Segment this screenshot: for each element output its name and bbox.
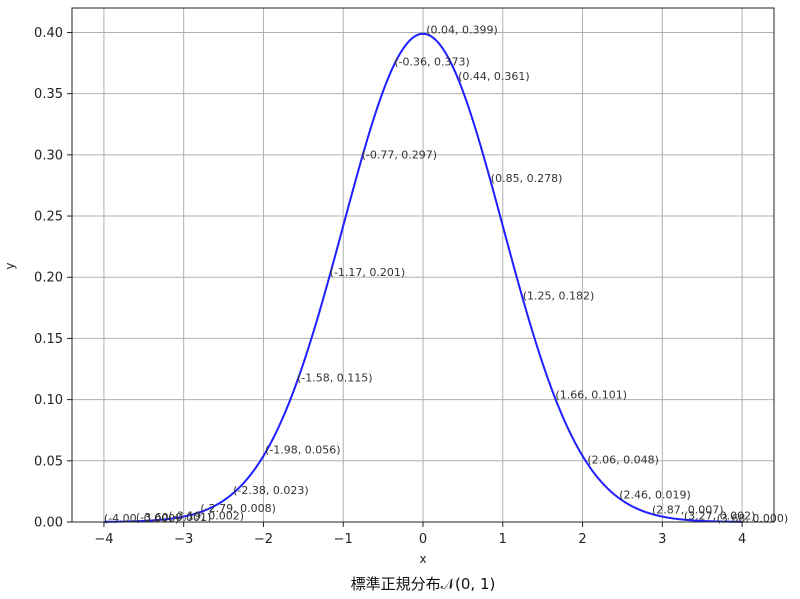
x-tick-label: −4 — [94, 532, 113, 547]
point-label: (-1.58, 0.115) — [297, 371, 373, 384]
x-axis-label: x — [419, 552, 426, 566]
y-axis-label: y — [3, 262, 17, 269]
curve-layer — [103, 32, 743, 523]
y-tick-label: 0.00 — [34, 516, 63, 531]
y-tick-label: 0.15 — [34, 332, 63, 347]
point-label: (-3.19, 0.002) — [169, 510, 245, 523]
point-label: (1.25, 0.182) — [523, 289, 595, 302]
point-label: (2.46, 0.019) — [619, 489, 691, 502]
point-label: (-3.60, 0.001) — [136, 511, 212, 524]
point-label: (-1.98, 0.056) — [265, 443, 341, 456]
x-tick-label: −1 — [334, 532, 353, 547]
grid-lines — [72, 8, 774, 523]
y-tick-label: 0.30 — [34, 148, 63, 163]
x-tick-label: 3 — [658, 532, 666, 547]
point-label: (-0.36, 0.373) — [394, 56, 470, 69]
pdf-curve — [103, 32, 743, 523]
point-label: (-2.79, 0.008) — [200, 502, 276, 515]
y-tick-label: 0.25 — [34, 210, 63, 225]
point-label: (0.85, 0.278) — [491, 172, 563, 185]
axis-ticks: −4 −3 −2 −1 0 1 2 3 4 0.00 0.05 0.10 0.15 0.20 0.25 0.3… — [34, 26, 746, 547]
x-tick-label: 2 — [578, 532, 586, 547]
point-label: (2.06, 0.048) — [587, 453, 659, 466]
x-tick-label: −2 — [254, 532, 273, 547]
point-label: (3.68, 0.000) — [717, 512, 789, 525]
y-tick-label: 0.10 — [34, 393, 63, 408]
point-label: (-1.17, 0.201) — [330, 266, 406, 279]
x-tick-label: 4 — [738, 532, 746, 547]
y-tick-label: 0.20 — [34, 271, 63, 286]
x-tick-label: 1 — [499, 532, 507, 547]
y-tick-label: 0.05 — [34, 454, 63, 469]
point-label: (0.44, 0.361) — [458, 70, 530, 83]
point-label: (2.87, 0.007) — [652, 503, 724, 516]
point-label: (1.66, 0.101) — [555, 388, 627, 401]
point-label: (0.04, 0.399) — [426, 24, 498, 37]
point-labels: (-4.00, 0.000)(-3.60, 0.001)(-3.19, 0.00… — [104, 24, 788, 525]
point-label: (-0.77, 0.297) — [362, 149, 438, 162]
x-tick-label: 0 — [419, 532, 427, 547]
y-tick-label: 0.35 — [34, 87, 63, 102]
chart-title: 標準正規分布𝒩(0, 1) — [351, 575, 496, 593]
y-tick-label: 0.40 — [34, 26, 63, 41]
x-tick-label: −3 — [174, 532, 193, 547]
point-label: (3.27, 0.002) — [684, 510, 756, 523]
point-label: (-2.38, 0.023) — [233, 484, 309, 497]
